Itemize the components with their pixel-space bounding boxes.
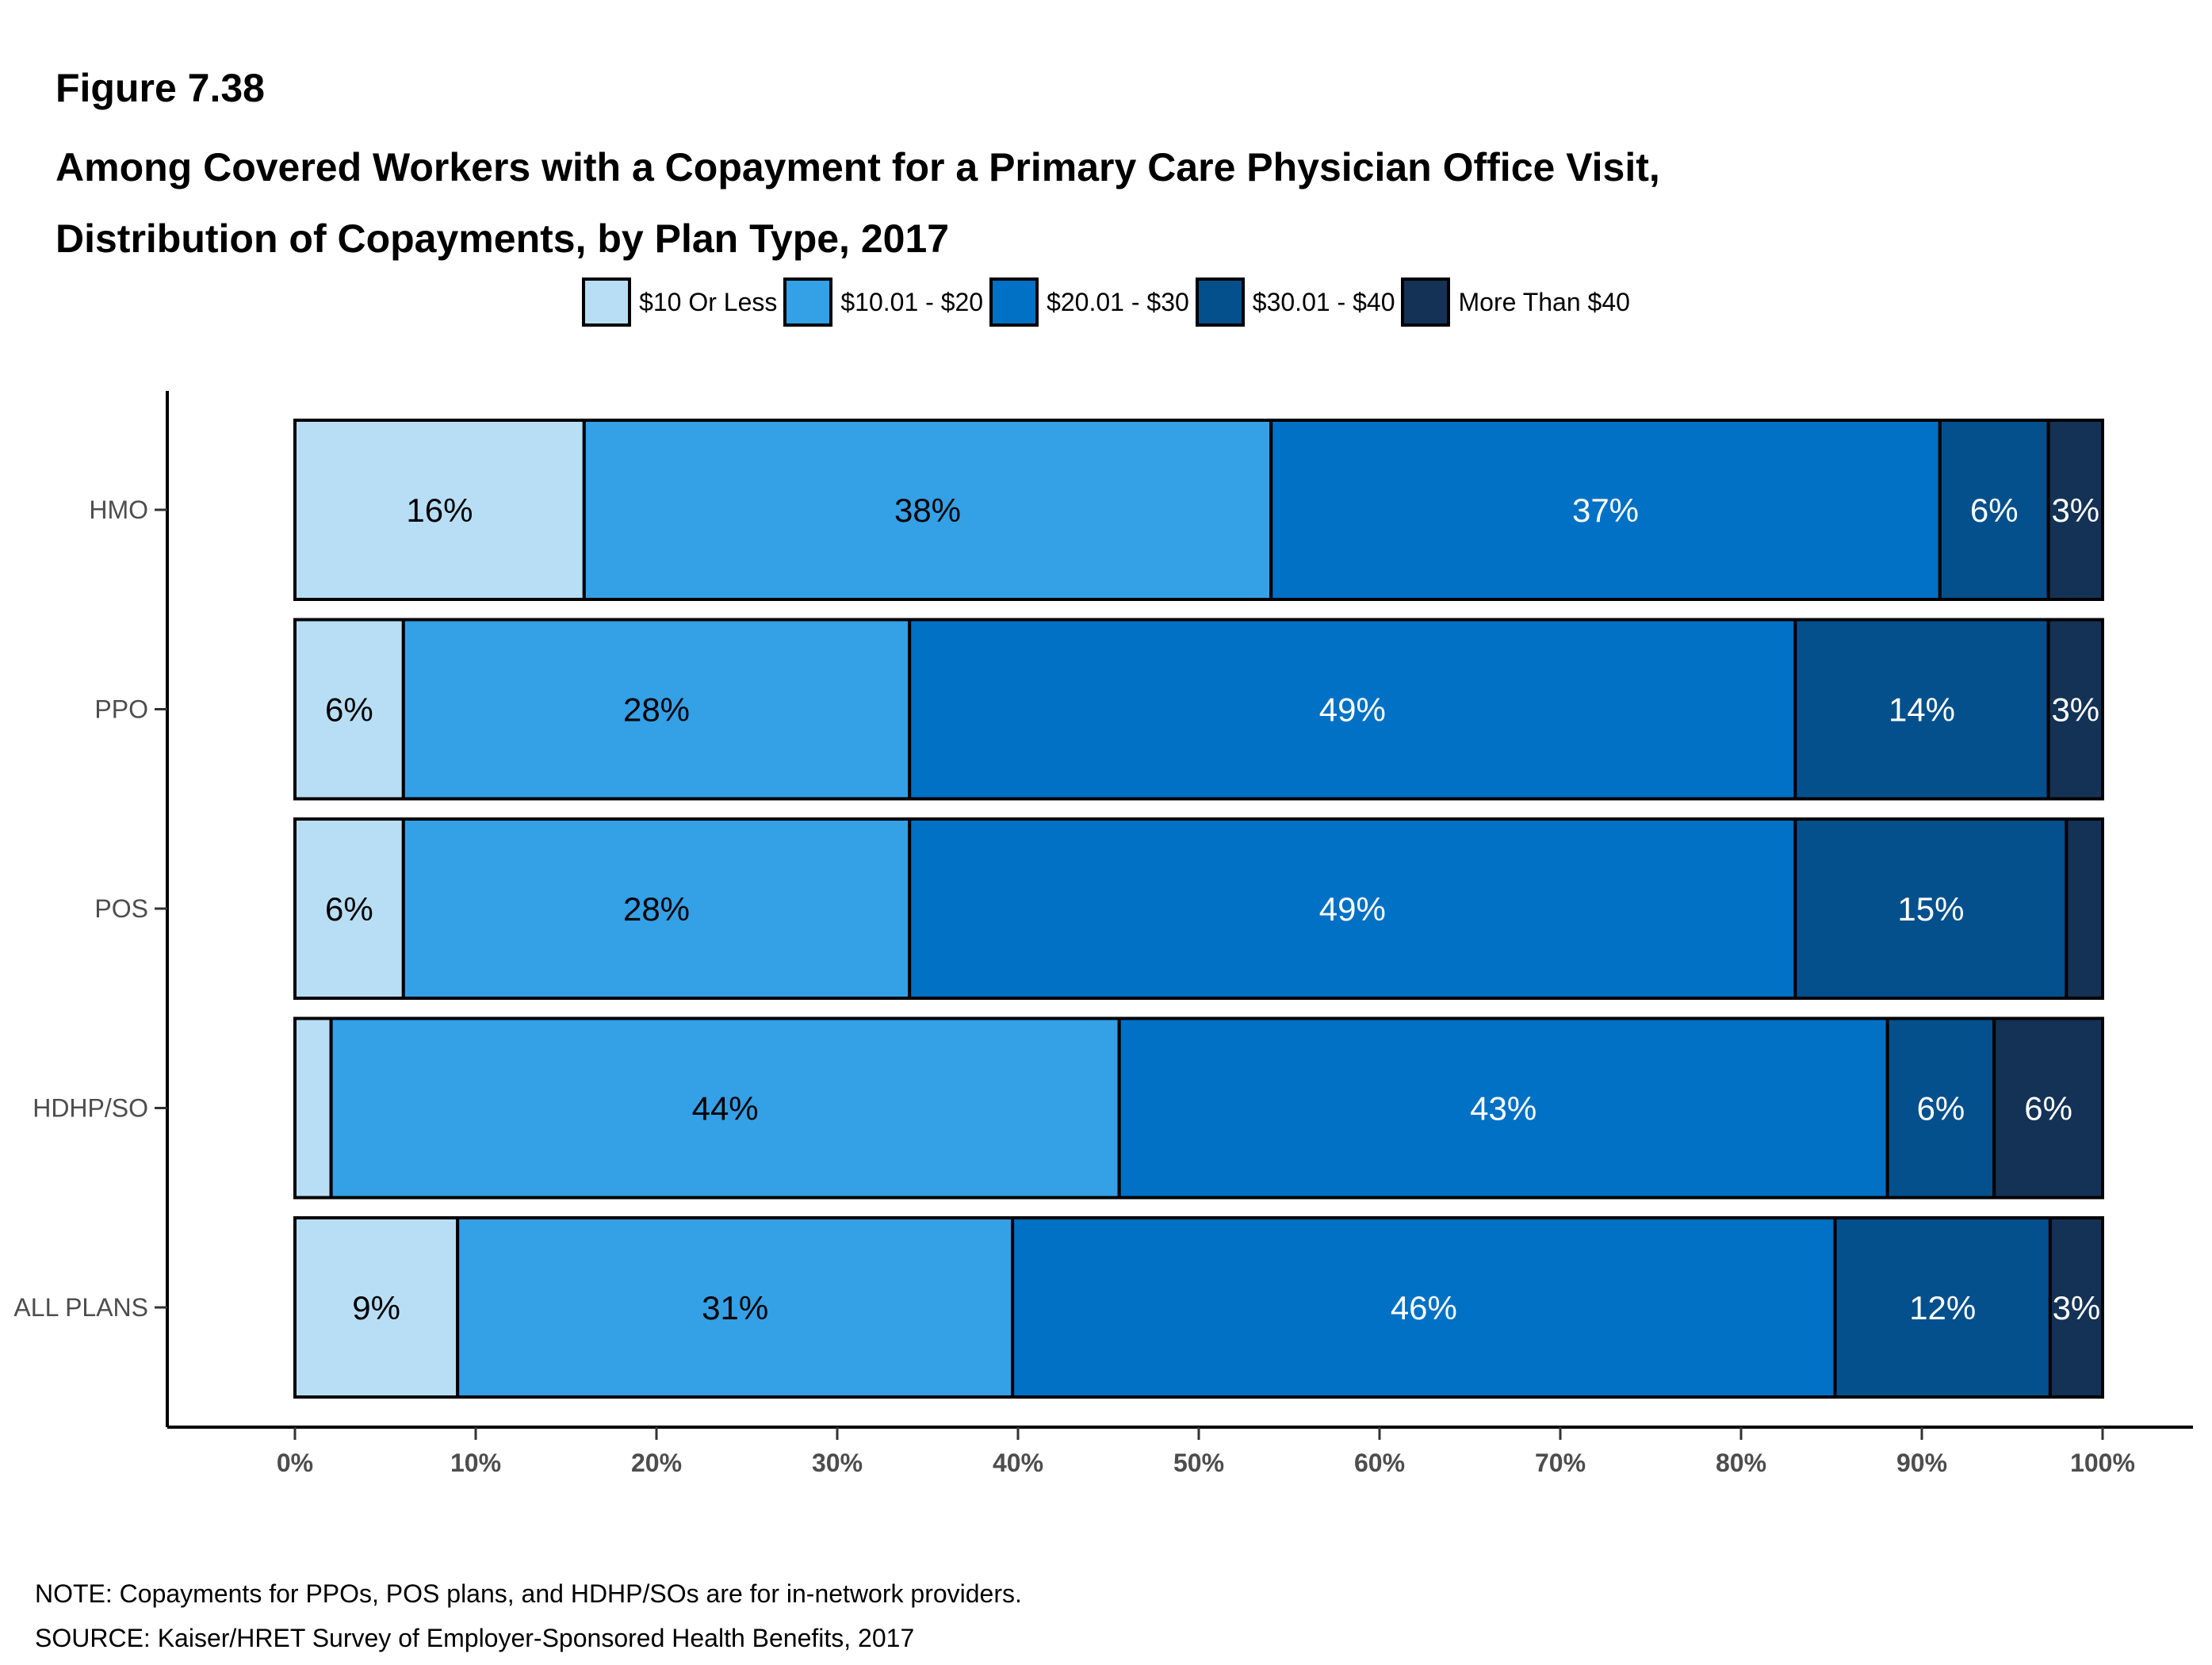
legend-item-30-01-40: $30.01 - $40: [1195, 278, 1395, 327]
bar-segment: [2046, 419, 2105, 601]
data-label: 12%: [1909, 1289, 1976, 1326]
legend-swatch: [783, 278, 833, 327]
bar-segment: [1269, 419, 1942, 601]
x-tick-label: 40%: [993, 1449, 1043, 1477]
data-label: 43%: [1470, 1090, 1537, 1127]
bar-segment: [1793, 618, 2050, 801]
data-label: 28%: [623, 890, 690, 928]
bar-segment: [293, 1016, 333, 1200]
x-tick-label: 90%: [1896, 1449, 1947, 1477]
bar-segment: [293, 419, 586, 601]
data-label: 9%: [352, 1289, 400, 1326]
x-tick-label: 30%: [812, 1449, 863, 1477]
chart-note: NOTE: Copayments for PPOs, POS plans, an…: [35, 1579, 1022, 1608]
bar-segment: [1011, 1216, 1837, 1399]
y-tick-label: POS: [94, 894, 148, 923]
bar-segment: [401, 817, 912, 1000]
legend-label: $10.01 - $20: [840, 287, 984, 316]
data-label: 6%: [325, 691, 373, 729]
data-label: 16%: [406, 492, 473, 529]
x-tick-label: 80%: [1716, 1449, 1766, 1477]
bar-segment: [1793, 817, 2068, 1000]
legend-label: $30.01 - $40: [1252, 287, 1395, 316]
chart-title: Among Covered Workers with a Copayment f…: [55, 132, 2117, 274]
x-tick-label: 0%: [277, 1449, 313, 1477]
bar-segment: [401, 618, 912, 801]
legend-swatch: [1195, 278, 1245, 327]
legend-label: $20.01 - $30: [1047, 287, 1189, 316]
legend-label: $10 Or Less: [639, 287, 778, 316]
data-label: 6%: [325, 890, 373, 928]
data-label: 44%: [692, 1090, 759, 1127]
data-label: 46%: [1391, 1289, 1457, 1326]
data-label: 38%: [894, 492, 961, 529]
data-label: 49%: [1319, 691, 1386, 729]
legend-item-10-01-20: $10.01 - $20: [783, 278, 983, 327]
stacked-bar-chart: 0% 10% 20% 30% 40% 50% 60% 70% 80% 90% 100% HMO 16% 3…: [13, 391, 2193, 1477]
y-tick-label: ALL PLANS: [13, 1293, 148, 1322]
data-label: 6%: [1970, 492, 2019, 529]
legend-swatch: [582, 278, 632, 327]
legend-item-more-than-40: More Than $40: [1401, 278, 1630, 327]
data-label: 3%: [2051, 492, 2099, 529]
bar-segment: [293, 618, 405, 801]
data-label: 49%: [1319, 890, 1386, 928]
bar-segment: [2046, 618, 2105, 801]
legend-swatch: [989, 278, 1039, 327]
bar-segment: [582, 419, 1273, 601]
y-tick-label: PPO: [94, 695, 148, 724]
legend-swatch: [1401, 278, 1451, 327]
bar-segment: [1885, 1016, 1996, 1200]
data-label: 3%: [2051, 691, 2099, 729]
bar-segment: [2065, 817, 2104, 1000]
chart-source: SOURCE: Kaiser/HRET Survey of Employer-S…: [35, 1624, 915, 1652]
bar-segment: [2048, 1216, 2104, 1399]
legend-item-20-01-30: $20.01 - $30: [989, 278, 1189, 327]
x-tick-label: 10%: [450, 1449, 501, 1477]
bar-segment: [1992, 1016, 2104, 1200]
x-tick-label: 50%: [1173, 1449, 1224, 1477]
y-tick-label: HMO: [89, 496, 148, 524]
bar-segment: [1938, 419, 2050, 601]
bar-segment: [908, 817, 1797, 1000]
figure-label: Figure 7.38: [55, 66, 265, 110]
x-tick-label: 60%: [1354, 1449, 1405, 1477]
x-tick-label: 70%: [1535, 1449, 1586, 1477]
data-label: 15%: [1897, 890, 1964, 928]
data-label: 37%: [1572, 492, 1639, 529]
x-tick-label: 100%: [2070, 1449, 2135, 1477]
legend-item-10-or-less: $10 Or Less: [582, 278, 777, 327]
chart-title-line-2: Distribution of Copayments, by Plan Type…: [55, 216, 950, 261]
bar-segment: [293, 1216, 460, 1399]
data-label: 14%: [1889, 691, 1955, 729]
bar-segment: [1117, 1016, 1889, 1200]
data-label: 6%: [2024, 1090, 2072, 1127]
data-label: 28%: [623, 691, 690, 729]
x-tick-label: 20%: [631, 1449, 682, 1477]
data-label: 6%: [1917, 1090, 1965, 1127]
y-tick-label: HDHP/SO: [33, 1094, 148, 1123]
data-label: 3%: [2053, 1289, 2101, 1326]
bar-segment: [908, 618, 1797, 801]
legend-label: More Than $40: [1458, 287, 1630, 316]
chart-legend: $10 Or Less $10.01 - $20 $20.01 - $30 $30.0…: [0, 278, 2212, 327]
chart-title-line-1: Among Covered Workers with a Copayment f…: [55, 145, 1660, 189]
data-label: 31%: [702, 1289, 768, 1326]
